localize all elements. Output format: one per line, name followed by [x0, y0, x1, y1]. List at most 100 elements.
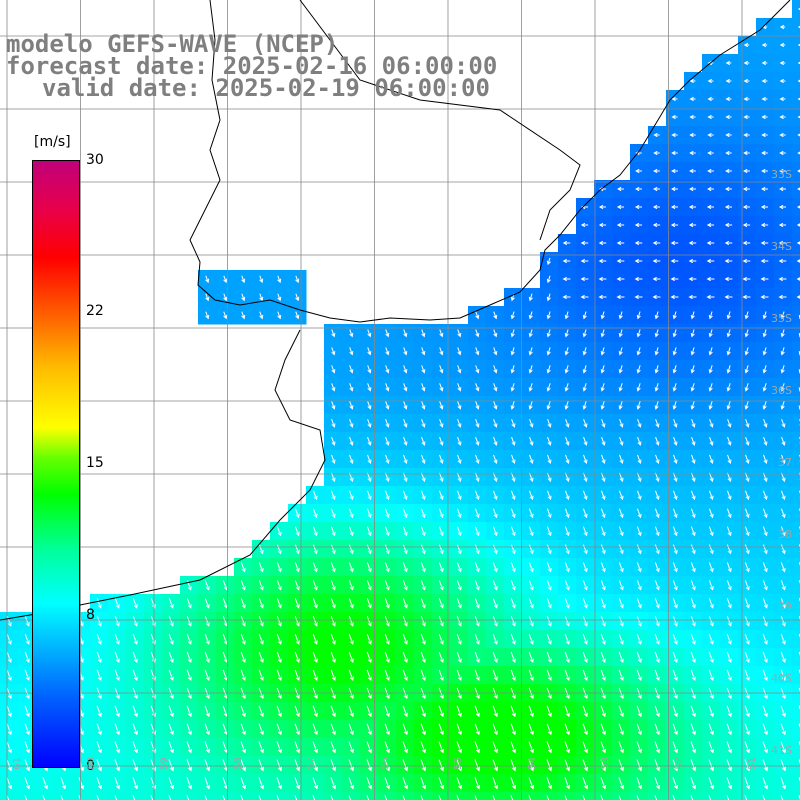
wind-arrow	[690, 795, 694, 800]
wind-arrow	[492, 526, 498, 537]
wind-arrow	[222, 580, 228, 591]
wind-arrow	[510, 651, 516, 663]
wind-arrow	[132, 795, 136, 800]
wind-arrow	[276, 669, 282, 682]
wind-arrow	[706, 204, 715, 210]
wind-arrow	[672, 705, 678, 718]
wind-cell	[252, 792, 271, 800]
wind-arrow	[258, 723, 264, 736]
wind-arrow	[258, 562, 264, 573]
wind-arrow	[653, 168, 660, 174]
wind-arrow	[312, 526, 318, 537]
wind-arrow	[547, 436, 552, 446]
colorbar	[32, 160, 80, 768]
wind-cell	[792, 594, 800, 613]
wind-arrow	[688, 240, 697, 246]
longitude-label: 53	[600, 757, 611, 770]
wind-arrow	[511, 436, 516, 446]
wind-arrow	[653, 150, 660, 156]
wind-arrow	[547, 418, 552, 428]
wind-arrow	[654, 651, 660, 663]
wind-cell	[792, 324, 800, 343]
wind-arrow	[778, 258, 787, 264]
wind-arrow	[475, 365, 480, 374]
wind-arrow	[348, 562, 354, 573]
wind-arrow	[348, 508, 354, 519]
wind-arrow	[562, 294, 571, 300]
wind-arrow	[546, 401, 551, 410]
wind-arrow	[635, 168, 642, 174]
wind-arrow	[312, 562, 318, 573]
wind-arrow	[672, 795, 676, 800]
wind-arrow	[348, 759, 355, 772]
wind-arrow	[744, 633, 750, 645]
wind-arrow	[457, 418, 462, 428]
wind-arrow	[258, 633, 264, 645]
wind-arrow	[367, 436, 372, 446]
wind-arrow	[204, 759, 211, 772]
wind-arrow	[744, 311, 749, 320]
wind-arrow	[672, 580, 678, 591]
wind-arrow	[762, 562, 768, 573]
wind-arrow	[24, 741, 30, 754]
wind-cell	[576, 792, 595, 800]
wind-cell	[738, 792, 757, 800]
wind-arrow	[402, 777, 409, 790]
wind-arrow	[637, 418, 642, 428]
model-title: modelo GEFS-WAVE (NCEP)	[6, 30, 339, 58]
wind-arrow	[780, 544, 786, 555]
wind-arrow	[331, 401, 336, 410]
wind-arrow	[528, 401, 533, 410]
wind-arrow	[653, 132, 660, 138]
wind-arrow	[132, 669, 138, 682]
wind-arrow	[564, 508, 570, 519]
wind-arrow	[636, 759, 643, 772]
wind-arrow	[708, 633, 714, 645]
wind-arrow	[366, 544, 372, 555]
coastline	[189, 0, 791, 323]
wind-arrow	[761, 42, 768, 48]
wind-arrow	[600, 705, 606, 718]
wind-arrow	[528, 633, 534, 645]
wind-arrow	[778, 294, 787, 300]
wind-arrow	[96, 598, 102, 609]
wind-arrow	[384, 759, 391, 772]
wind-arrow	[475, 436, 480, 446]
wind-arrow	[763, 418, 768, 428]
wind-arrow	[708, 598, 714, 609]
wind-arrow	[258, 795, 262, 800]
wind-arrow	[528, 311, 533, 320]
wind-arrow	[636, 365, 641, 374]
wind-arrow	[367, 383, 372, 392]
wind-arrow	[6, 705, 12, 718]
wind-cell	[792, 720, 800, 739]
wind-arrow	[636, 741, 642, 754]
wind-arrow	[493, 418, 498, 428]
wind-arrow	[438, 651, 444, 663]
wind-cell	[504, 792, 523, 800]
wind-arrow	[240, 562, 246, 573]
wind-arrow	[474, 669, 480, 682]
wind-arrow	[652, 276, 661, 282]
wind-arrow	[672, 526, 678, 537]
wind-cell	[792, 90, 800, 109]
wind-arrow	[546, 329, 551, 338]
wind-arrow	[672, 490, 678, 501]
wind-arrow	[672, 651, 678, 663]
wind-arrow	[546, 508, 552, 519]
wind-arrow	[745, 436, 750, 446]
wind-arrow	[438, 777, 445, 790]
wind-cell	[792, 126, 800, 145]
wind-arrow	[312, 705, 318, 718]
wind-arrow	[96, 777, 103, 790]
wind-arrow	[724, 276, 733, 282]
wind-arrow	[601, 418, 606, 428]
wind-arrow	[222, 598, 228, 609]
wind-arrow	[223, 275, 228, 284]
wind-arrow	[564, 490, 570, 501]
wind-cell	[72, 792, 91, 800]
wind-arrow	[781, 436, 786, 446]
wind-arrow	[312, 633, 318, 645]
wind-arrow	[475, 329, 480, 338]
wind-arrow	[456, 741, 462, 754]
